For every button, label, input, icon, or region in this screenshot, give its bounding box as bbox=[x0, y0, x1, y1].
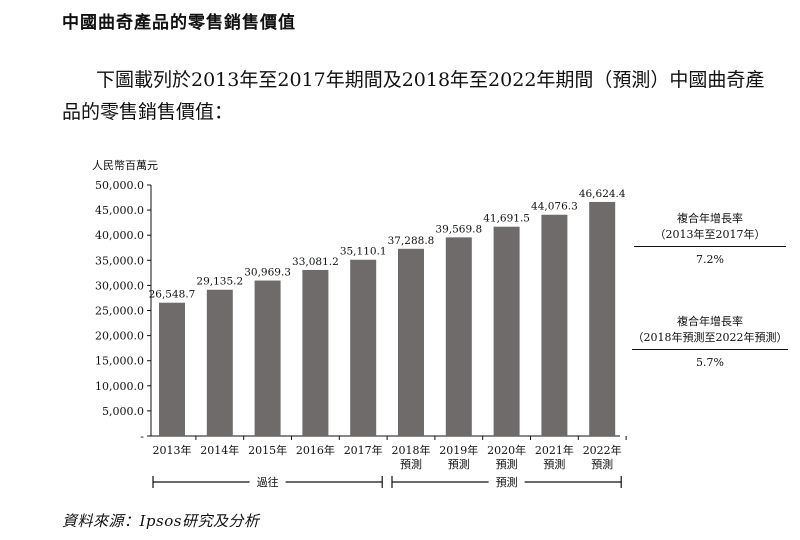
x-tick-label: 2022年 bbox=[583, 443, 622, 457]
bar-value-label: 29,135.2 bbox=[196, 276, 243, 288]
y-tick-label: 20,000.0 bbox=[95, 330, 144, 343]
cagr-title-forecast: 複合年增長率 bbox=[677, 315, 743, 328]
x-tick-label: 2018年 bbox=[392, 443, 431, 457]
cagr-period-forecast: （2018年預測至2022年預測） bbox=[632, 331, 788, 344]
x-tick-label: 2016年 bbox=[296, 443, 335, 457]
bar bbox=[302, 269, 329, 436]
bar-value-label: 41,691.5 bbox=[483, 213, 530, 225]
cagr-value-historical: 7.2% bbox=[696, 253, 724, 266]
x-tick-label: 2013年 bbox=[153, 443, 192, 457]
cagr-value-forecast: 5.7% bbox=[696, 356, 724, 369]
bar-value-label: 33,081.2 bbox=[292, 256, 339, 268]
bar bbox=[206, 289, 233, 436]
bar bbox=[398, 248, 424, 436]
x-tick-label: 2021年 bbox=[535, 443, 574, 457]
cagr-box-forecast: 複合年增長率 （2018年預測至2022年預測） 5.7% bbox=[632, 313, 788, 369]
bar bbox=[445, 237, 472, 436]
y-axis-unit-label: 人民幣百萬元 bbox=[92, 159, 158, 172]
y-tick-label: 30,000.0 bbox=[95, 279, 144, 292]
x-tick-label: 2014年 bbox=[200, 443, 239, 457]
bar bbox=[254, 280, 281, 436]
y-tick-label: - bbox=[140, 430, 144, 443]
y-tick-label: 45,000.0 bbox=[95, 204, 144, 217]
x-tick-label: 2019年 bbox=[439, 443, 478, 457]
y-tick-label: 25,000.0 bbox=[95, 305, 144, 318]
bar bbox=[493, 226, 520, 436]
bar-value-label: 39,569.8 bbox=[435, 223, 482, 235]
bar-value-label: 44,076.3 bbox=[531, 201, 578, 213]
intro-line-2: 品的零售銷售價值： bbox=[62, 101, 234, 123]
x-tick-label: 2020年 bbox=[487, 443, 526, 457]
period-group-label: 過往 bbox=[257, 475, 279, 489]
cagr-box-historical: 複合年增長率 （2013年至2017年） 7.2% bbox=[634, 210, 786, 266]
x-tick-label: 預測 bbox=[448, 457, 470, 471]
bar-value-label: 26,548.7 bbox=[149, 289, 196, 301]
page-heading: 中國曲奇產品的零售銷售價值 bbox=[62, 13, 296, 33]
x-tick-label: 2015年 bbox=[248, 443, 287, 457]
y-tick-label: 5,000.0 bbox=[102, 405, 144, 418]
bar bbox=[589, 201, 616, 436]
x-tick-label: 預測 bbox=[400, 457, 422, 471]
bar-value-label: 37,288.8 bbox=[388, 235, 435, 247]
y-tick-label: 40,000.0 bbox=[95, 229, 144, 242]
bar-value-label: 35,110.1 bbox=[340, 246, 387, 258]
intro-paragraph: 下圖載列於2013年至2017年期間及2018年至2022年期間（預測）中國曲奇… bbox=[62, 64, 782, 128]
bar-value-label: 30,969.3 bbox=[244, 267, 291, 279]
x-tick-label: 2017年 bbox=[344, 443, 383, 457]
cagr-divider-historical bbox=[634, 246, 786, 247]
y-tick-label: 50,000.0 bbox=[95, 179, 144, 192]
cagr-title-historical: 複合年增長率 bbox=[677, 212, 743, 225]
source-note: 資料來源：Ipsos研究及分析 bbox=[62, 512, 260, 530]
bar-value-label: 46,624.4 bbox=[579, 188, 626, 200]
y-tick-label: 10,000.0 bbox=[95, 380, 144, 393]
bar bbox=[350, 259, 377, 436]
bar bbox=[159, 302, 185, 436]
cagr-period-historical: （2013年至2017年） bbox=[654, 228, 766, 241]
x-tick-label: 預測 bbox=[496, 457, 518, 471]
intro-line-1: 下圖載列於2013年至2017年期間及2018年至2022年期間（預測）中國曲奇… bbox=[96, 69, 765, 91]
y-tick-label: 35,000.0 bbox=[95, 254, 144, 267]
period-group-label: 預測 bbox=[496, 475, 518, 489]
x-tick-label: 預測 bbox=[591, 457, 613, 471]
retail-value-bar-chart: - 5,000.0 10,000.0 15,000.0 20,000.0 25,000.0… bbox=[95, 179, 627, 489]
bar bbox=[541, 214, 568, 436]
y-tick-label: 15,000.0 bbox=[95, 355, 144, 368]
cagr-divider-forecast bbox=[632, 349, 788, 350]
x-tick-label: 預測 bbox=[543, 457, 565, 471]
